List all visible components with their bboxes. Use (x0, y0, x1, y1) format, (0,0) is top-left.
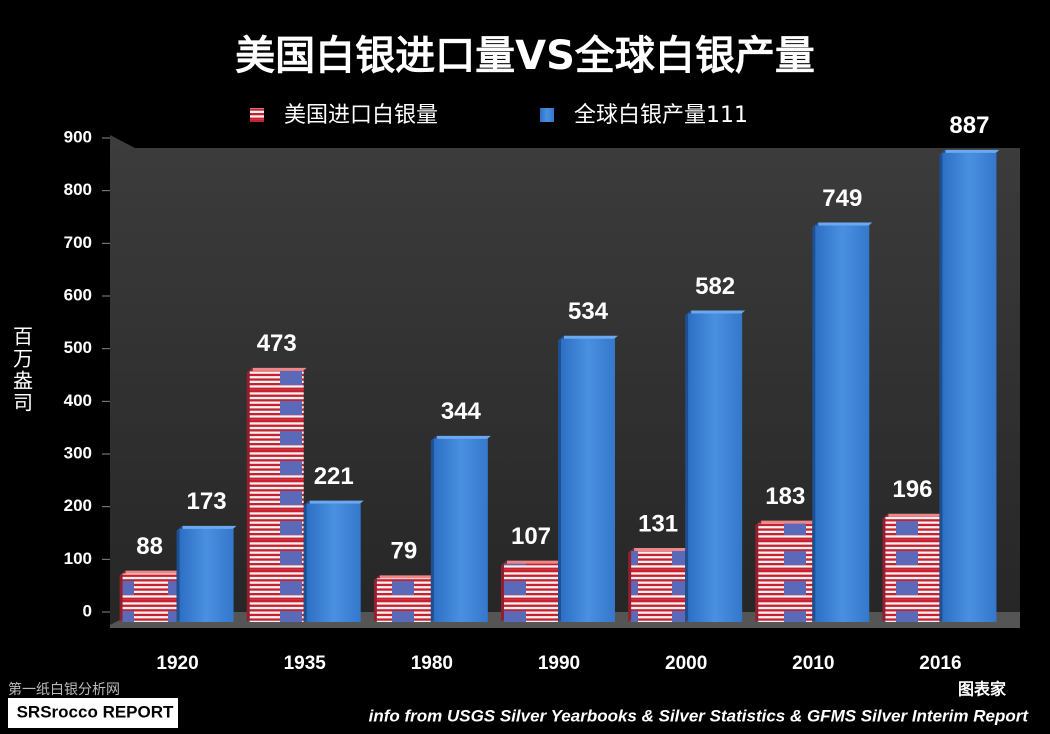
x-tick-label: 2010 (792, 653, 834, 674)
x-tick-label: 1990 (538, 653, 580, 674)
data-label: 887 (949, 112, 989, 139)
logo-box (8, 698, 178, 728)
y-tick-label: 700 (64, 233, 92, 252)
bar (942, 152, 997, 622)
data-label: 107 (511, 523, 551, 550)
y-tick-label: 900 (64, 127, 92, 146)
y-axis-label: 百万盎司 (10, 326, 34, 414)
bar (885, 516, 940, 622)
chart-title: 美国白银进口量VS全球白银产量 (235, 33, 815, 79)
x-tick-label: 1980 (411, 653, 453, 674)
source-note: info from USGS Silver Yearbooks & Silver… (369, 706, 1030, 725)
y-tick-label: 100 (64, 549, 92, 568)
y-tick-label: 600 (64, 285, 92, 304)
data-label: 534 (568, 298, 609, 325)
data-label: 196 (892, 476, 932, 503)
y-tick-label: 0 (83, 601, 92, 620)
data-label: 88 (136, 533, 163, 560)
data-label: 344 (441, 398, 482, 425)
watermark-logo: 图表家 (958, 680, 1007, 699)
data-label: 473 (257, 330, 297, 357)
y-tick-label: 400 (64, 391, 92, 410)
bar (433, 438, 488, 622)
bar (122, 573, 177, 622)
legend-label: 美国进口白银量 (284, 103, 438, 128)
legend-swatch (250, 108, 264, 122)
legend-swatch (540, 108, 554, 122)
bar (179, 528, 234, 622)
data-label: 79 (391, 538, 418, 565)
bar (815, 225, 870, 622)
x-tick-label: 1920 (156, 653, 198, 674)
data-label: 173 (187, 488, 227, 515)
x-tick-label: 2000 (665, 653, 707, 674)
data-label: 131 (638, 510, 678, 537)
bar (376, 578, 431, 622)
logo-text: SRSrocco REPORT (17, 702, 174, 721)
data-label: 582 (695, 273, 735, 300)
y-tick-label: 300 (64, 443, 92, 462)
x-tick-label: 2016 (919, 653, 961, 674)
bar (561, 338, 615, 622)
y-tick-label: 500 (64, 338, 92, 357)
bar (631, 551, 686, 622)
bar (504, 563, 558, 622)
watermark: 第一纸白银分析网 (8, 681, 120, 698)
bar (688, 313, 743, 622)
y-tick-label: 800 (64, 180, 92, 199)
data-label: 183 (765, 483, 805, 510)
legend-label: 全球白银产量111 (574, 103, 748, 128)
bar (306, 503, 361, 622)
data-label: 749 (822, 185, 862, 212)
x-tick-label: 1935 (284, 653, 327, 674)
bar (758, 523, 813, 622)
data-label: 221 (314, 463, 354, 490)
y-tick-label: 200 (64, 496, 92, 515)
bar (249, 370, 304, 622)
